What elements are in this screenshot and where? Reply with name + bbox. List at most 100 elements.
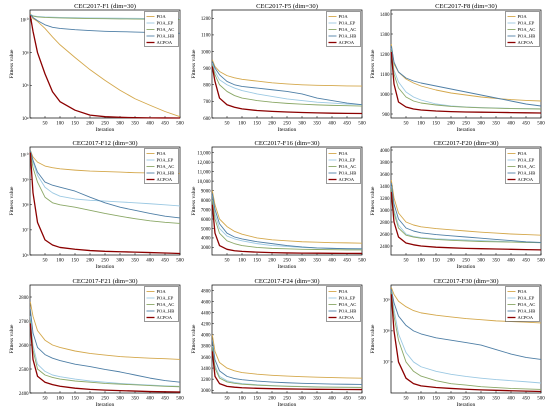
y-tick-label: 3000 [201,246,211,251]
x-tick-label: 300 [298,259,306,264]
series-line-poa-hb [211,61,363,106]
y-tick-label: 10,000 [197,180,211,185]
legend-box [326,286,361,322]
legend-label: POA_EP [339,21,356,26]
x-tick-label: 450 [343,397,351,402]
y-axis-label: Fitness value [370,186,376,215]
x-tick-label: 250 [283,397,291,402]
y-tick-label: 800 [203,84,211,89]
series-line-acpoa [211,204,363,255]
y-tick-label: 4800 [201,289,211,294]
legend-box [144,286,179,322]
x-tick-label: 200 [86,259,94,264]
subplot: CEC2017-F16 (dim=30) 50 100 150 200 250 300 350… [191,140,366,270]
y-tick-label: 3800 [201,345,211,350]
legend-label: ACPOA [339,177,355,182]
series-line-poa [390,179,542,236]
x-tick-label: 100 [417,122,425,127]
subplot-title: CEC2017-F8 (dim=30) [435,3,497,10]
legend-label: POA [518,289,528,294]
legend-label: POA [518,151,528,156]
x-tick-label: 200 [447,259,455,264]
legend-label: POA [157,289,167,294]
x-tick-label: 50 [225,397,231,402]
subplot: CEC2017-F8 (dim=30) 50 100 150 200 250 300 350 4… [370,3,545,133]
series-line-poa [29,13,181,118]
x-tick-label: 350 [131,122,139,127]
y-tick-label: 10⁷ [383,360,390,366]
legend-label: ACPOA [518,315,534,320]
legend-label: POA_HB [339,171,357,176]
legend-label: POA [339,289,349,294]
legend-label: POA_EP [339,296,356,301]
series-line-poa [211,190,363,244]
legend-label: ACPOA [157,40,173,45]
y-tick-label: 3400 [380,185,390,190]
series-line-acpoa [211,66,363,115]
x-tick-label: 350 [131,259,139,264]
legend-label: POA_EP [157,158,174,163]
legend-label: POA_AC [157,302,175,307]
y-tick-label: 4000 [201,237,211,242]
x-tick-label: 500 [358,122,366,127]
legend-label: POA_HB [157,309,175,314]
legend-label: POA_AC [518,164,536,169]
x-tick-label: 250 [283,259,291,264]
x-tick-label: 100 [417,259,425,264]
legend-label: ACPOA [339,315,355,320]
x-tick-label: 400 [146,122,154,127]
legend-label: POA_HB [518,171,536,176]
x-tick-label: 400 [328,122,336,127]
y-tick-label: 3000 [201,389,211,394]
y-tick-label: 2400 [380,245,390,250]
y-tick-label: 2800 [19,296,29,301]
x-tick-label: 400 [146,259,154,264]
series-line-acpoa [29,323,181,393]
legend-label: POA_AC [518,302,536,307]
series-line-poa-ep [390,290,542,384]
x-tick-label: 350 [492,259,500,264]
legend-label: POA [339,151,349,156]
x-tick-label: 100 [238,259,246,264]
y-tick-label: 3400 [201,367,211,372]
y-tick-label: 5000 [201,227,211,232]
x-tick-label: 400 [328,259,336,264]
x-tick-label: 500 [176,259,184,264]
x-tick-label: 350 [313,259,321,264]
y-tick-label: 3200 [201,378,211,383]
x-tick-label: 350 [492,397,500,402]
subplot: CEC2017-F12 (dim=30) 50 100 150 200 250 300 350… [9,140,184,270]
subplot-title: CEC2017-F1 (dim=30) [74,3,136,10]
y-tick-label: 1300 [380,33,390,38]
x-tick-label: 300 [298,122,306,127]
x-tick-label: 450 [522,259,530,264]
subplot: CEC2017-F5 (dim=30) 50 100 150 200 250 300 350 4… [191,3,366,133]
x-tick-label: 50 [404,259,410,264]
x-tick-label: 200 [447,397,455,402]
x-tick-label: 150 [253,122,261,127]
y-axis-label: Fitness value [9,49,15,78]
legend-label: POA [157,14,167,19]
x-tick-label: 450 [161,122,169,127]
y-tick-label: 4000 [201,334,211,339]
legend-label: POA_AC [157,27,175,32]
series-line-poa-ac [211,199,363,251]
x-tick-label: 150 [71,397,79,402]
legend-label: POA_EP [339,158,356,163]
series-line-poa [211,334,363,379]
x-tick-label: 50 [43,122,49,127]
x-tick-label: 250 [101,397,109,402]
y-tick-label: 3800 [380,161,390,166]
y-tick-label: 8000 [201,199,211,204]
subplot-title: CEC2017-F12 (dim=30) [72,140,137,147]
legend-box [505,286,540,322]
y-tick-label: 2600 [19,344,29,349]
x-tick-label: 50 [225,259,231,264]
